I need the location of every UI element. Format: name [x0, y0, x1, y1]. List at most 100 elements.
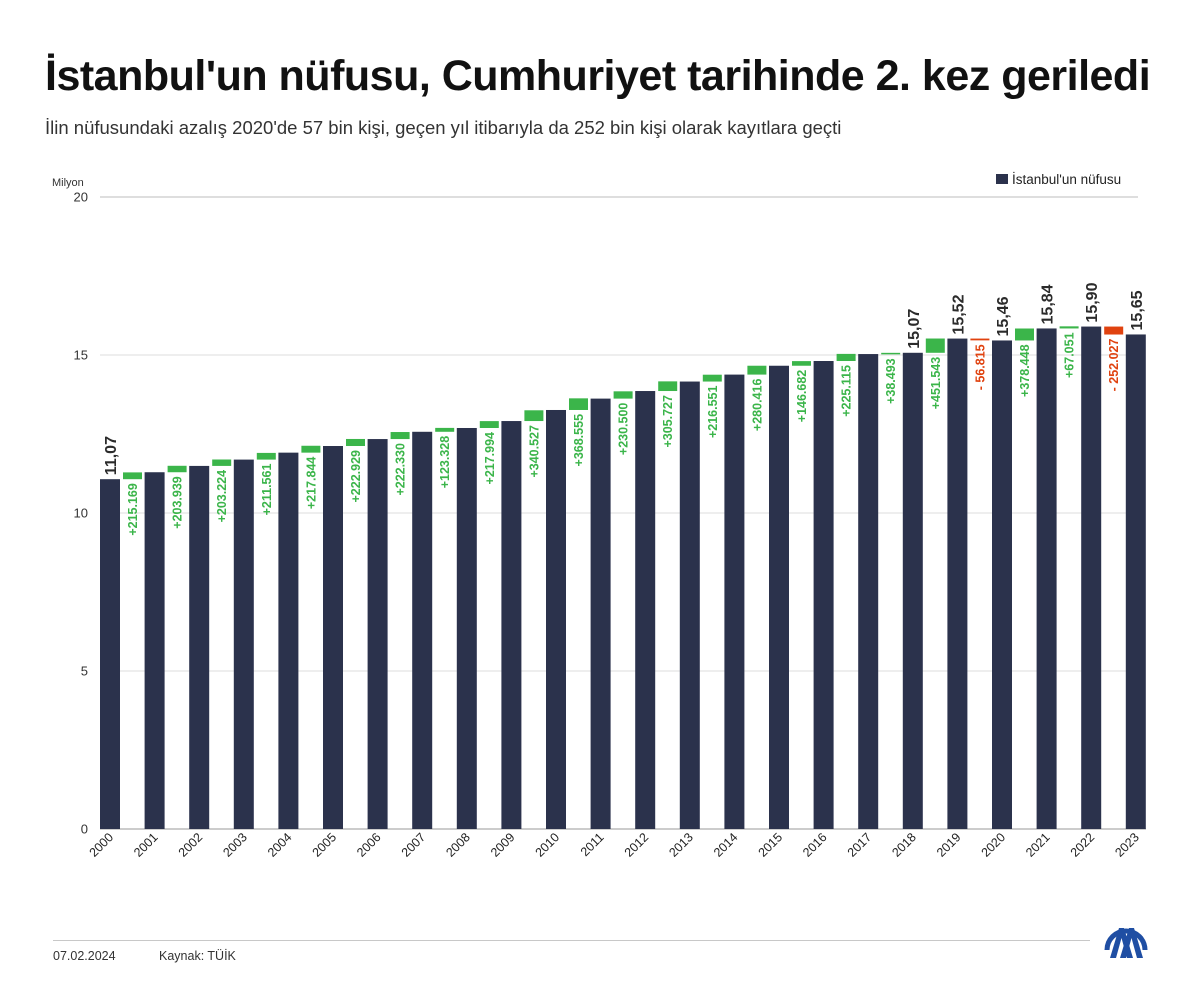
change-segment [479, 421, 499, 428]
change-label: +215.169 [126, 483, 140, 536]
legend-label: İstanbul'un nüfusu [1012, 172, 1121, 187]
footer-divider [53, 940, 1090, 941]
change-label: +216.551 [706, 385, 720, 438]
value-label: 15,84 [1040, 284, 1057, 324]
change-segment [747, 365, 767, 375]
footer-date: 07.02.2024 [53, 949, 116, 963]
y-tick-label: 15 [74, 348, 88, 363]
population-bar [323, 446, 343, 829]
change-segment [613, 391, 633, 399]
x-tick-label: 2005 [310, 830, 340, 860]
change-segment [167, 465, 187, 473]
change-segment [1059, 326, 1079, 329]
change-segment [925, 338, 945, 353]
change-label: +225.115 [840, 365, 854, 417]
change-label: +280.416 [750, 379, 764, 432]
population-bar [947, 338, 968, 829]
change-label: - 56.815 [973, 344, 987, 390]
change-label: +222.330 [394, 443, 408, 496]
population-bar [902, 352, 923, 829]
change-label: +368.555 [572, 414, 586, 467]
population-bar [412, 431, 433, 829]
x-tick-label: 2018 [889, 830, 919, 860]
change-label: +203.939 [171, 476, 185, 529]
x-tick-label: 2002 [176, 830, 206, 860]
y-tick-label: 20 [74, 190, 88, 205]
population-bar [144, 472, 165, 829]
population-bar [367, 439, 388, 829]
x-tick-label: 2019 [934, 830, 964, 860]
y-tick-label: 5 [81, 664, 88, 679]
x-tick-label: 2017 [845, 830, 875, 860]
x-tick-label: 2007 [399, 830, 429, 860]
change-segment [301, 445, 321, 453]
value-label: 15,90 [1084, 282, 1101, 322]
population-bar [590, 398, 611, 829]
value-label: 15,46 [995, 296, 1012, 336]
x-tick-label: 2013 [666, 830, 696, 860]
change-segment [435, 427, 455, 432]
value-label: 15,65 [1129, 290, 1146, 330]
aa-logo-icon [1104, 928, 1148, 958]
x-tick-label: 2016 [800, 830, 830, 860]
page-title: İstanbul'un nüfusu, Cumhuriyet tarihinde… [45, 52, 1151, 100]
change-segment [212, 459, 232, 466]
x-tick-label: 2012 [622, 830, 652, 860]
x-tick-label: 2023 [1112, 830, 1142, 860]
x-tick-label: 2011 [578, 830, 607, 859]
population-bar [546, 409, 566, 829]
population-bar [1081, 326, 1102, 829]
change-segment [970, 338, 990, 341]
change-label: +211.561 [260, 464, 274, 516]
page-subtitle: İlin nüfusundaki azalış 2020'de 57 bin k… [45, 117, 842, 138]
legend-swatch [996, 174, 1008, 184]
x-tick-label: 2003 [220, 830, 250, 860]
change-label: +217.844 [304, 457, 318, 510]
population-bar [813, 361, 834, 829]
population-bar [278, 452, 299, 829]
change-label: +340.527 [527, 425, 541, 478]
x-tick-label: 2000 [87, 830, 117, 860]
y-tick-label: 0 [81, 822, 88, 837]
x-tick-label: 2008 [443, 830, 473, 860]
change-label: +38.493 [884, 358, 898, 404]
footer-source: Kaynak: TÜİK [159, 949, 236, 963]
x-tick-label: 2006 [354, 830, 384, 860]
population-bar [189, 465, 210, 829]
population-bar [100, 479, 120, 829]
change-label: +305.727 [661, 395, 675, 448]
x-tick-label: 2015 [756, 830, 786, 860]
change-segment [836, 353, 856, 362]
x-tick-label: 2004 [265, 830, 295, 860]
change-segment [256, 452, 276, 460]
population-bar [679, 381, 700, 829]
x-tick-label: 2020 [979, 830, 1009, 860]
change-segment [881, 352, 901, 355]
change-label: +203.224 [215, 470, 229, 523]
x-tick-label: 2010 [533, 830, 563, 860]
change-label: +67.051 [1063, 332, 1077, 378]
value-label: 15,07 [906, 309, 923, 349]
change-segment [1015, 328, 1034, 341]
change-segment [390, 432, 410, 440]
value-label: 11,07 [103, 436, 120, 475]
population-bar [992, 340, 1012, 829]
change-segment [658, 381, 678, 392]
y-axis-label: Milyon [52, 177, 84, 189]
x-tick-label: 2009 [488, 830, 518, 860]
population-bar [1036, 328, 1057, 829]
value-label: 15,52 [950, 294, 967, 334]
x-tick-label: 2001 [131, 830, 161, 860]
change-label: +451.543 [929, 357, 943, 410]
x-tick-label: 2021 [1023, 830, 1053, 860]
population-bar [501, 421, 522, 829]
population-bar [233, 459, 254, 829]
population-bar [635, 391, 656, 829]
change-label: - 252.027 [1107, 338, 1121, 391]
x-tick-label: 2014 [711, 830, 741, 860]
population-bar [724, 374, 745, 829]
change-segment [792, 361, 811, 366]
change-segment [1104, 326, 1124, 335]
